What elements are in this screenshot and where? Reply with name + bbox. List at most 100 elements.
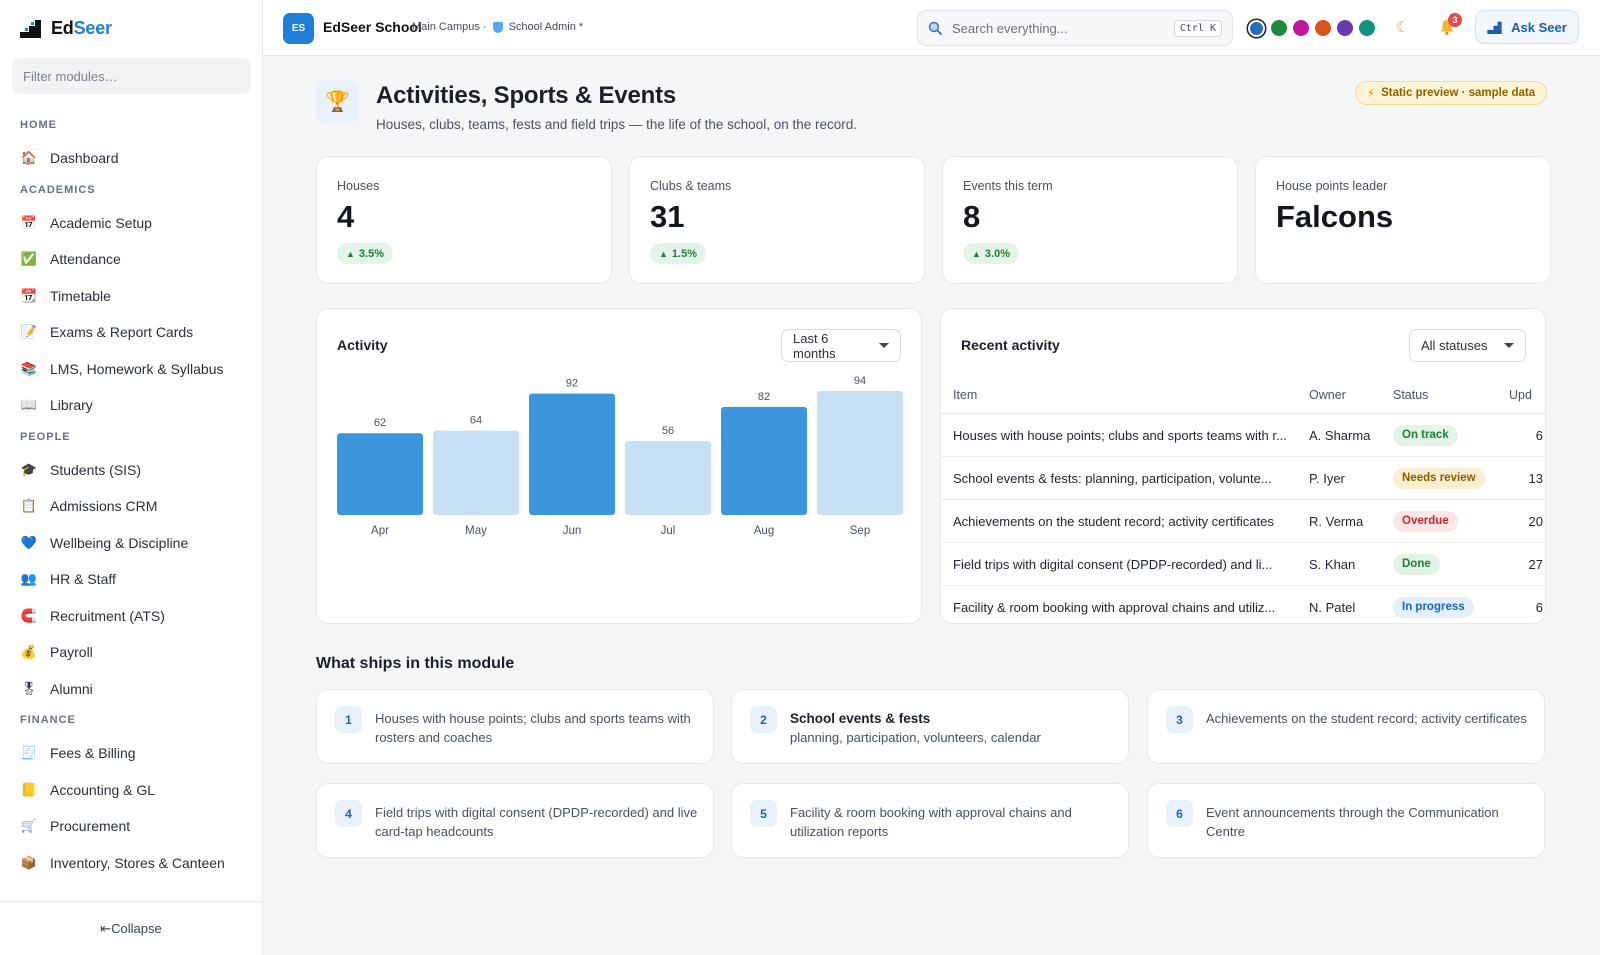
sidebar-item-recruitment-ats[interactable]: 🧲 Recruitment (ATS) [0, 598, 262, 635]
sidebar-item-accounting-gl[interactable]: 📒 Accounting & GL [0, 772, 262, 809]
ledger-icon: 📒 [20, 781, 38, 797]
chart-bar-apr[interactable] [337, 433, 423, 515]
sidebar-item-lms-homework-syllabus[interactable]: 📚 LMS, Homework & Syllabus [0, 351, 262, 388]
column-header-status[interactable]: Status [1393, 387, 1429, 402]
feature-heading: School events & fests [790, 711, 931, 726]
chevron-down-icon [1504, 343, 1514, 348]
sidebar-item-attendance[interactable]: ✅ Attendance [0, 241, 262, 278]
memo-icon: 📝 [20, 324, 38, 340]
sidebar-item-exams-report-cards[interactable]: 📝 Exams & Report Cards [0, 314, 262, 351]
sidebar-item-alumni[interactable]: 🎖 Alumni [0, 671, 262, 708]
sidebar-item-academic-setup[interactable]: 📅 Academic Setup [0, 205, 262, 242]
heart-icon: 💙 [20, 534, 38, 550]
dark-mode-moon-icon[interactable]: ☾ [1396, 19, 1410, 36]
chart-category-label: May [465, 525, 487, 537]
ships-section-title: What ships in this module [316, 655, 515, 672]
column-header-owner[interactable]: Owner [1309, 387, 1346, 402]
kpi-label: House points leader [1276, 179, 1388, 193]
school-name[interactable]: EdSeer School [323, 19, 422, 35]
column-header-item[interactable]: Item [953, 387, 978, 402]
feature-number: 5 [750, 800, 777, 827]
sidebar-item-admissions-crm[interactable]: 📋 Admissions CRM [0, 488, 262, 525]
feature-card: 5 Facility & room booking with approval c… [731, 783, 1129, 858]
sidebar-item-inventory-stores-canteen[interactable]: 📦 Inventory, Stores & Canteen [0, 845, 262, 882]
ask-seer-button[interactable]: Ask Seer [1475, 10, 1579, 44]
feature-description: Houses with house points; clubs and spor… [375, 711, 691, 745]
column-header-updated[interactable]: Upd [1509, 387, 1532, 402]
shield-icon [492, 21, 503, 33]
status-filter-select[interactable]: All statuses [1409, 329, 1526, 362]
filter-modules-input[interactable] [12, 58, 251, 94]
chart-bar-aug[interactable] [721, 406, 807, 515]
feature-card: 6 Event announcements through the Communi… [1147, 783, 1545, 858]
table-row[interactable]: Achievements on the student record; acti… [941, 500, 1545, 543]
kpi-value: 8 [963, 199, 981, 234]
sidebar-item-label: Library [50, 397, 93, 414]
collapse-button[interactable]: ⇤Collapse [0, 901, 262, 955]
chart-data-label: 94 [854, 375, 866, 387]
chart-bar-sep[interactable] [817, 391, 903, 515]
sidebar-item-wellbeing-discipline[interactable]: 💙 Wellbeing & Discipline [0, 525, 262, 562]
theme-swatch[interactable] [1336, 20, 1353, 36]
receipt-icon: 🧾 [20, 745, 38, 761]
sidebar-item-hr-staff[interactable]: 👥 HR & Staff [0, 561, 262, 598]
sidebar-item-timetable[interactable]: 📆 Timetable [0, 278, 262, 315]
global-search[interactable]: Search everything... Ctrl K [917, 10, 1233, 46]
school-context[interactable]: Main Campus · School Admin * [412, 21, 583, 33]
row-status-cell: In progress [1393, 596, 1509, 618]
feature-card: 2 School events & fests planning, particip… [731, 689, 1129, 764]
row-item: Houses with house points; clubs and spor… [953, 427, 1287, 443]
chart-bar-jul[interactable] [625, 441, 711, 515]
kpi-label: Events this term [963, 179, 1053, 193]
nav-section-title: PEOPLE [20, 430, 71, 443]
sidebar-item-fees-billing[interactable]: 🧾 Fees & Billing [0, 735, 262, 772]
sidebar-item-label: Exams & Report Cards [50, 324, 194, 341]
chart-bar-may[interactable] [433, 430, 519, 515]
sidebar-item-dashboard[interactable]: 🏠 Dashboard [0, 140, 262, 177]
trend-up-icon: ▲ [972, 248, 981, 259]
feature-text-block: Field trips with digital consent (DPDP-r… [375, 803, 699, 841]
people-icon: 👥 [20, 571, 38, 587]
kpi-delta-badge: ▲ 3.0% [963, 243, 1019, 264]
row-owner: S. Khan [1309, 556, 1356, 572]
theme-swatch[interactable] [1314, 20, 1331, 36]
sidebar-item-library[interactable]: 📖 Library [0, 387, 262, 424]
table-row[interactable]: School events & fests: planning, partici… [941, 457, 1545, 500]
school-badge[interactable]: ES [283, 13, 314, 44]
sidebar-item-label: Alumni [50, 680, 93, 697]
recent-activity-title: Recent activity [961, 337, 1060, 353]
brand-name: EdSeer [51, 17, 112, 38]
row-updated: 6 [1535, 599, 1543, 615]
theme-swatch[interactable] [1270, 20, 1287, 36]
chart-data-label: 82 [758, 391, 770, 403]
theme-swatch[interactable] [1292, 20, 1309, 36]
sidebar-item-label: Procurement [50, 818, 131, 835]
chart-bar-jun[interactable] [529, 393, 615, 515]
search-icon [928, 21, 942, 35]
calendar-icon: 📅 [20, 214, 38, 230]
feature-description: Event announcements through the Communic… [1206, 805, 1499, 839]
theme-swatch[interactable] [1358, 20, 1375, 36]
money-bag-icon: 💰 [20, 644, 38, 660]
chart-data-label: 92 [566, 378, 578, 390]
sidebar-item-payroll[interactable]: 💰 Payroll [0, 634, 262, 671]
sidebar-item-procurement[interactable]: 🛒 Procurement [0, 808, 262, 845]
status-filter-value: All statuses [1421, 338, 1488, 353]
feature-text-block: Facility & room booking with approval ch… [790, 803, 1114, 841]
feature-description: Field trips with digital consent (DPDP-r… [375, 805, 698, 839]
feature-number: 6 [1166, 800, 1193, 827]
sidebar-item-students-sis[interactable]: 🎓 Students (SIS) [0, 452, 262, 489]
brand[interactable]: EdSeer [20, 17, 112, 39]
check-box-icon: ✅ [20, 251, 38, 267]
nav-section-title: FINANCE [20, 714, 76, 726]
table-row[interactable]: Facility & room booking with approval ch… [941, 586, 1545, 623]
feature-card: 3 Achievements on the student record; act… [1147, 689, 1545, 764]
notifications-bell-icon[interactable]: 3 [1438, 13, 1462, 36]
theme-swatch[interactable] [1249, 21, 1263, 35]
sidebar-item-label: Inventory, Stores & Canteen [50, 854, 225, 871]
table-row[interactable]: Field trips with digital consent (DPDP-r… [941, 543, 1545, 586]
time-range-select[interactable]: Last 6 months [781, 329, 901, 362]
table-row[interactable]: Houses with house points; clubs and spor… [941, 414, 1545, 457]
feature-number: 1 [335, 706, 362, 733]
status-badge: In progress [1393, 596, 1474, 618]
